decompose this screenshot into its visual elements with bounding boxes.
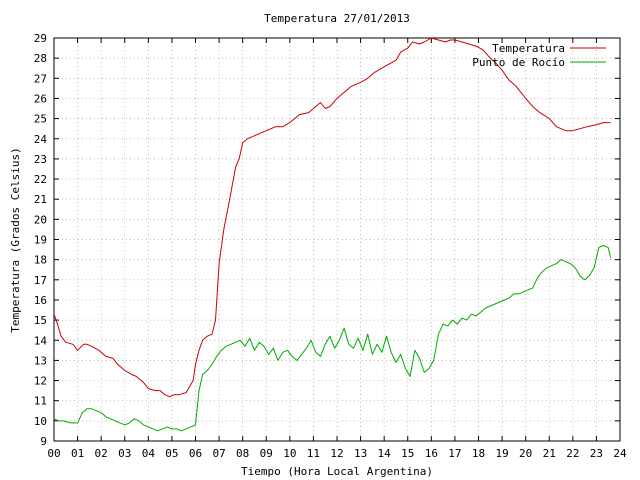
x-tick-label: 06 xyxy=(189,447,202,460)
x-tick-label: 15 xyxy=(401,447,414,460)
x-tick-label: 13 xyxy=(354,447,367,460)
chart-title: Temperatura 27/01/2013 xyxy=(264,12,410,25)
legend: Temperatura Punto de Rocío xyxy=(472,42,606,69)
y-tick-label: 16 xyxy=(34,294,47,307)
legend-label-punto-de-rocio: Punto de Rocío xyxy=(472,56,565,69)
x-tick-label: 08 xyxy=(236,447,249,460)
x-tick-label: 07 xyxy=(212,447,225,460)
x-tick-label: 03 xyxy=(118,447,131,460)
x-tick-label: 24 xyxy=(613,447,627,460)
y-tick-label: 20 xyxy=(34,213,47,226)
y-tick-label: 17 xyxy=(34,274,47,287)
x-tick-label: 09 xyxy=(260,447,273,460)
x-tick-label: 19 xyxy=(495,447,508,460)
x-tick-label: 10 xyxy=(283,447,296,460)
x-axis-label: Tiempo (Hora Local Argentina) xyxy=(241,465,433,478)
y-tick-label: 24 xyxy=(34,133,48,146)
x-tick-label: 16 xyxy=(425,447,438,460)
y-tick-label: 12 xyxy=(34,375,47,388)
y-tick-label: 27 xyxy=(34,72,47,85)
y-axis-label: Temperatura (Grados Celsius) xyxy=(9,147,22,332)
y-tick-label: 29 xyxy=(34,32,47,45)
y-tick-label: 10 xyxy=(34,415,47,428)
x-tick-label: 12 xyxy=(330,447,343,460)
y-tick-label: 28 xyxy=(34,52,47,65)
y-tick-label: 26 xyxy=(34,92,47,105)
series-layer xyxy=(53,37,612,432)
y-tick-label: 15 xyxy=(34,314,47,327)
y-tick-label: 19 xyxy=(34,234,47,247)
y-tick-label: 13 xyxy=(34,354,47,367)
series-line-temperatura xyxy=(53,37,611,398)
x-tick-label: 17 xyxy=(448,447,461,460)
x-tick-label: 22 xyxy=(566,447,579,460)
x-tick-label: 01 xyxy=(71,447,84,460)
legend-label-temperatura: Temperatura xyxy=(492,42,565,55)
x-tick-label: 02 xyxy=(95,447,108,460)
x-tick-label: 05 xyxy=(165,447,178,460)
y-tick-label: 25 xyxy=(34,113,47,126)
y-tick-label: 14 xyxy=(34,334,48,347)
y-tick-label: 21 xyxy=(34,193,47,206)
x-tick-label: 00 xyxy=(47,447,60,460)
x-tick-label: 11 xyxy=(307,447,320,460)
axis-ticks: 00 01 02 03 04 05 06 07 08 09 10 11 12 13 14 15 16 17 18 19… xyxy=(34,32,627,460)
y-tick-label: 22 xyxy=(34,173,47,186)
x-tick-label: 23 xyxy=(590,447,603,460)
series-line-punto-de-rocio xyxy=(53,245,612,432)
y-tick-label: 18 xyxy=(34,254,47,267)
x-tick-label: 14 xyxy=(378,447,392,460)
x-tick-label: 18 xyxy=(472,447,485,460)
x-tick-label: 20 xyxy=(519,447,532,460)
y-tick-label: 9 xyxy=(40,435,47,448)
x-tick-label: 21 xyxy=(543,447,556,460)
y-tick-label: 11 xyxy=(34,395,47,408)
y-tick-label: 23 xyxy=(34,153,47,166)
x-tick-label: 04 xyxy=(142,447,156,460)
